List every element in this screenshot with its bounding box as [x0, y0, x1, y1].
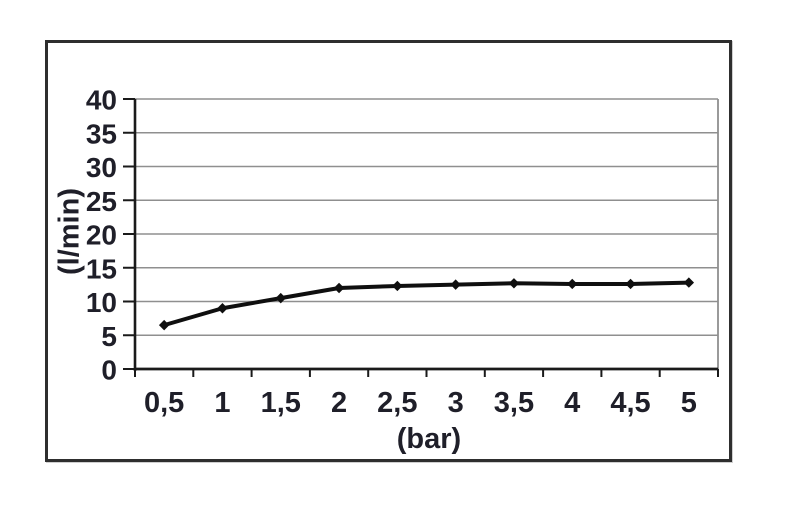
x-tick-label: 3,5: [494, 387, 534, 419]
chart-frame: 0 5 10 15 20 25 30 35 40 0,5 1 1,5 2 2,5 3 3,5 4 4,5 5 (l/…: [45, 40, 732, 462]
y-tick-label: 15: [86, 253, 117, 284]
series-marker: [508, 278, 520, 289]
series-marker: [567, 278, 578, 290]
y-tick-label: 35: [86, 118, 117, 149]
series-marker: [450, 279, 461, 290]
series-marker: [683, 277, 695, 288]
series-marker: [333, 282, 345, 294]
x-tick-label: 5: [681, 387, 697, 419]
x-axis-title: (bar): [396, 423, 462, 455]
series-marker: [625, 278, 636, 290]
series-marker: [217, 303, 228, 314]
series-line: [162, 280, 691, 328]
x-tick-label: 4: [564, 387, 580, 419]
y-tick-label: 30: [86, 152, 117, 183]
y-tick-label: 25: [86, 186, 117, 217]
x-tick-label: 0,5: [144, 387, 184, 419]
x-tick-label: 3: [448, 387, 464, 419]
series-marker: [158, 319, 170, 331]
x-tick-label: 2,5: [377, 387, 417, 419]
series-marker: [275, 292, 286, 304]
y-axis-title: (l/min): [53, 188, 86, 275]
x-tick-label: 1,5: [261, 387, 301, 419]
y-tick-label: 40: [86, 85, 117, 116]
y-tick-label: 20: [86, 220, 117, 251]
x-tick-label: 1: [214, 387, 230, 419]
y-tick-label: 5: [101, 321, 117, 352]
y-tick-label: 10: [86, 287, 117, 318]
x-tick-label: 4,5: [610, 387, 650, 419]
series-marker: [392, 280, 403, 292]
y-tick-label: 0: [101, 355, 117, 386]
x-tick-label: 2: [331, 387, 347, 419]
